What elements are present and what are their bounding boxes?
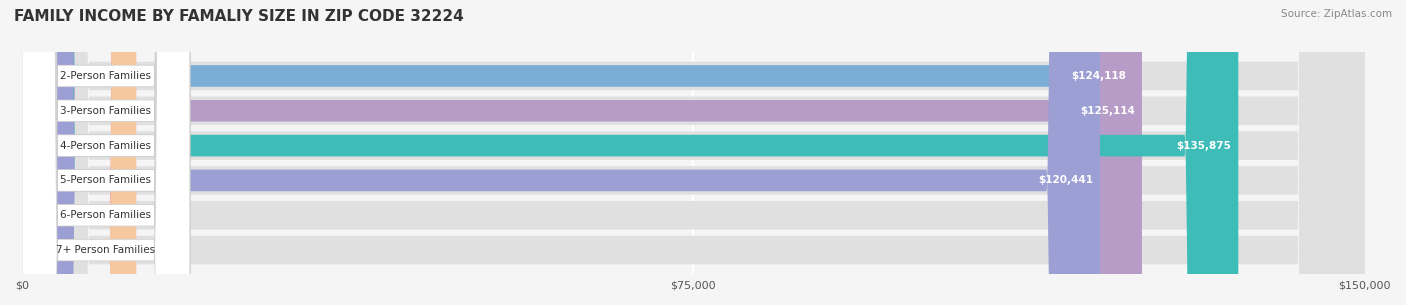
- FancyBboxPatch shape: [22, 0, 190, 305]
- FancyBboxPatch shape: [22, 0, 190, 305]
- Text: 2-Person Families: 2-Person Families: [60, 71, 152, 81]
- Text: $124,118: $124,118: [1071, 71, 1126, 81]
- FancyBboxPatch shape: [22, 0, 190, 305]
- Text: 7+ Person Families: 7+ Person Families: [56, 245, 156, 255]
- Text: $135,875: $135,875: [1177, 141, 1232, 151]
- FancyBboxPatch shape: [22, 0, 1142, 305]
- FancyBboxPatch shape: [22, 0, 190, 305]
- FancyBboxPatch shape: [22, 0, 1365, 305]
- Text: 5-Person Families: 5-Person Families: [60, 175, 152, 185]
- FancyBboxPatch shape: [22, 0, 1099, 305]
- Text: 4-Person Families: 4-Person Families: [60, 141, 152, 151]
- FancyBboxPatch shape: [22, 0, 1365, 305]
- FancyBboxPatch shape: [22, 0, 1133, 305]
- Text: 3-Person Families: 3-Person Families: [60, 106, 152, 116]
- FancyBboxPatch shape: [22, 0, 190, 305]
- FancyBboxPatch shape: [22, 0, 1365, 305]
- Text: 6-Person Families: 6-Person Families: [60, 210, 152, 220]
- Text: FAMILY INCOME BY FAMALIY SIZE IN ZIP CODE 32224: FAMILY INCOME BY FAMALIY SIZE IN ZIP COD…: [14, 9, 464, 24]
- Text: $0: $0: [152, 245, 167, 255]
- Text: $120,441: $120,441: [1039, 175, 1094, 185]
- Text: $125,114: $125,114: [1080, 106, 1135, 116]
- Text: Source: ZipAtlas.com: Source: ZipAtlas.com: [1281, 9, 1392, 19]
- Text: $0: $0: [152, 210, 167, 220]
- FancyBboxPatch shape: [22, 0, 136, 305]
- FancyBboxPatch shape: [22, 0, 136, 305]
- FancyBboxPatch shape: [22, 0, 1365, 305]
- FancyBboxPatch shape: [22, 0, 1365, 305]
- FancyBboxPatch shape: [22, 0, 1239, 305]
- FancyBboxPatch shape: [22, 0, 190, 305]
- FancyBboxPatch shape: [22, 0, 1365, 305]
